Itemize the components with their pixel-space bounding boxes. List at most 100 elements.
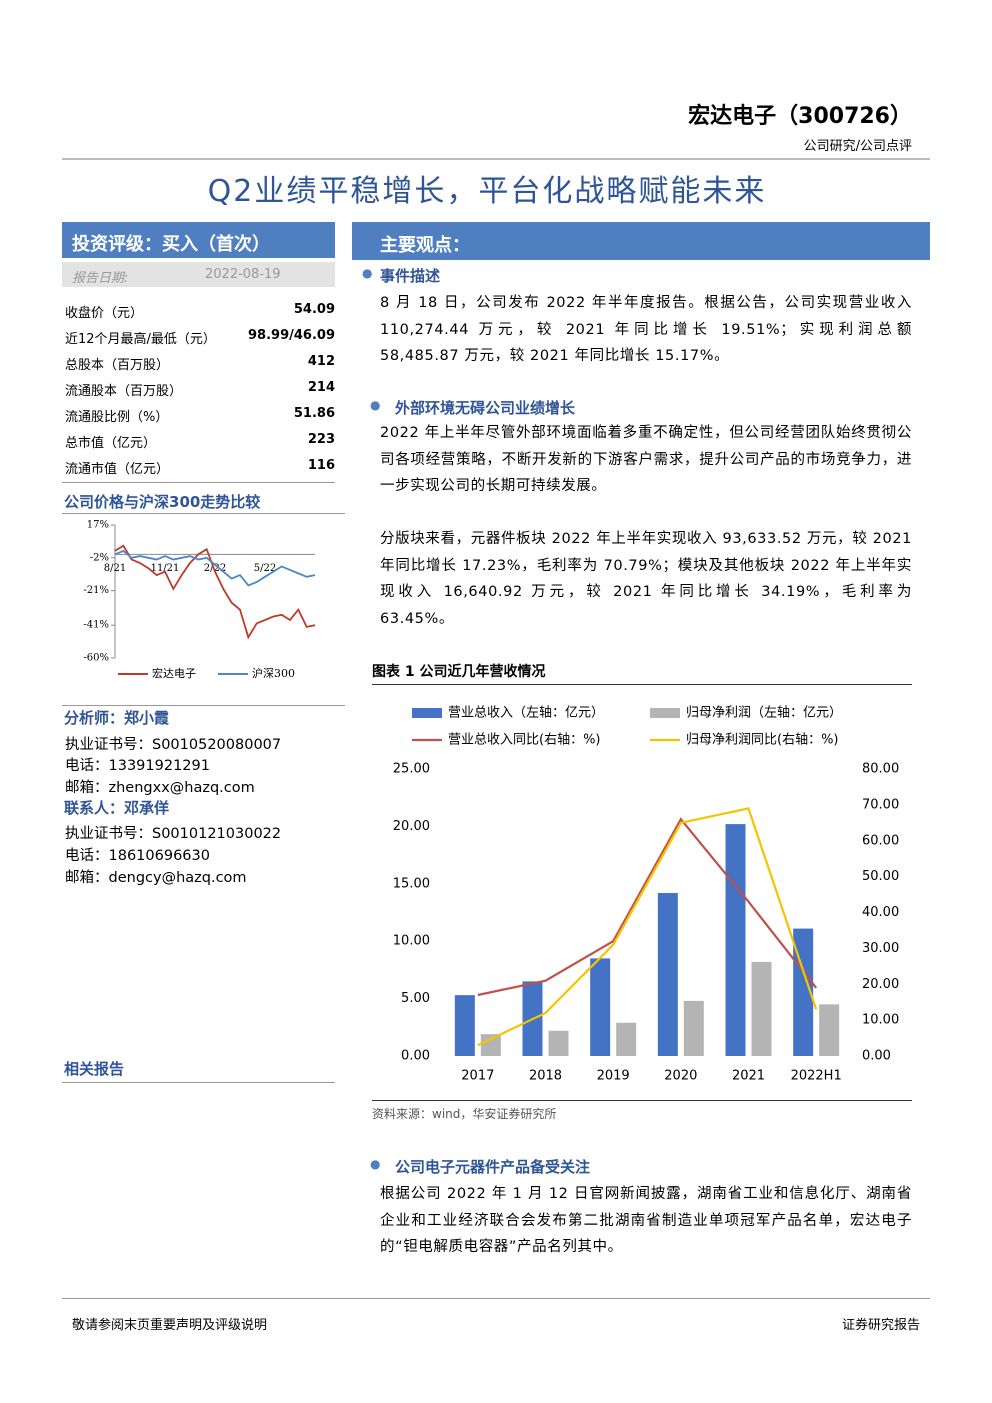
rule xyxy=(372,1100,912,1101)
contact-line: 邮箱：dengcy@hazq.com xyxy=(65,870,247,886)
y2-tick-label: 20.00 xyxy=(862,977,899,992)
legend-label: 营业总收入同比(右轴：%) xyxy=(448,733,601,748)
date-bar xyxy=(62,262,335,287)
summary-heading: 主要观点： xyxy=(380,235,470,256)
y2-tick-label: 50.00 xyxy=(862,869,899,884)
price-title: 公司价格与沪深300走势比较 xyxy=(64,493,261,511)
y-tick-label: -41% xyxy=(83,620,109,631)
y2-tick-label: 40.00 xyxy=(862,905,899,920)
rule xyxy=(62,482,335,483)
x-tick-label: 11/21 xyxy=(151,563,180,574)
bar xyxy=(590,958,611,1056)
stat-label: 近12个月最高/最低（元） xyxy=(65,332,216,347)
series-line xyxy=(114,544,316,640)
legend-swatch xyxy=(412,708,442,718)
x-tick-label: 2021 xyxy=(732,1069,765,1084)
paragraph: 根据公司 2022 年 1 月 12 日官网新闻披露，湖南省工业和信息化厅、湖南… xyxy=(380,1186,912,1255)
section-title: 事件描述 xyxy=(380,267,441,285)
footer-left: 敬请参阅末页重要声明及评级说明 xyxy=(72,1318,268,1333)
stat-value: 223 xyxy=(307,432,335,447)
summary-bar xyxy=(352,222,930,260)
stat-label: 流通股本（百万股） xyxy=(65,384,183,399)
analyst-title: 分析师：郑小霞 xyxy=(64,709,170,727)
paragraph: 分版块来看，元器件板块 2022 年上半年实现收入 93,633.52 万元，较… xyxy=(380,531,912,627)
rule xyxy=(62,513,345,514)
stat-label: 总股本（百万股） xyxy=(65,358,170,373)
related-title: 相关报告 xyxy=(64,1060,125,1078)
bullet: ● xyxy=(362,266,373,280)
date: 2022-08-19 xyxy=(205,267,281,282)
contact-line: 电话：18610696630 xyxy=(65,848,210,864)
x-tick-label: 2022H1 xyxy=(791,1069,842,1084)
y2-tick-label: 30.00 xyxy=(862,941,899,956)
bar xyxy=(793,928,814,1056)
y-tick-label: 15.00 xyxy=(393,876,430,891)
company: 宏达电子（300726） xyxy=(688,104,912,129)
stat-value: 214 xyxy=(307,380,335,395)
y2-tick-label: 0.00 xyxy=(862,1049,891,1064)
stat-value: 412 xyxy=(307,354,335,369)
section-title: 公司电子元器件产品备受关注 xyxy=(395,1158,591,1176)
stat-label: 总市值（亿元） xyxy=(65,436,157,451)
y-tick-label: 5.00 xyxy=(401,991,430,1006)
x-tick-label: 2017 xyxy=(461,1069,494,1084)
bar xyxy=(683,1000,704,1056)
bar xyxy=(454,995,475,1056)
rule xyxy=(62,1298,930,1299)
bar xyxy=(657,892,678,1056)
x-tick-label: 8/21 xyxy=(104,563,126,574)
contact-line: 执业证书号：S0010121030022 xyxy=(65,826,282,842)
legend-label: 宏达电子 xyxy=(152,666,196,680)
analyst-line: 执业证书号：S0010520080007 xyxy=(65,737,282,753)
x-tick-label: 2018 xyxy=(529,1069,562,1084)
legend-label: 营业总收入（左轴：亿元） xyxy=(448,706,604,721)
series-line xyxy=(477,807,818,1047)
y-tick-label: 0.00 xyxy=(401,1049,430,1064)
series-line xyxy=(477,817,818,997)
analyst-line: 电话：13391921291 xyxy=(65,758,210,774)
report-title: Q2业绩平稳增长，平台化战略赋能未来 xyxy=(207,174,767,209)
x-tick-label: 2020 xyxy=(664,1069,697,1084)
y-tick-label: -21% xyxy=(83,585,109,596)
date-label: 报告日期: xyxy=(72,271,129,286)
bar xyxy=(480,1034,501,1056)
bar xyxy=(548,1030,569,1056)
figure-source: 资料来源：wind，华安证券研究所 xyxy=(372,1107,557,1121)
stat-label: 收盘价（元） xyxy=(65,306,144,321)
y-tick-label: -60% xyxy=(83,653,109,664)
section-title: 外部环境无碍公司业绩增长 xyxy=(395,399,576,417)
rule xyxy=(62,158,930,160)
y-tick-label: -2% xyxy=(90,552,109,563)
legend-label: 归母净利润同比(右轴：%) xyxy=(686,733,839,748)
y2-tick-label: 10.00 xyxy=(862,1013,899,1028)
x-tick-label: 2/22 xyxy=(204,563,226,574)
figure-title: 图表 1 公司近几年营收情况 xyxy=(372,664,546,680)
stat-label: 流通市值（亿元） xyxy=(65,462,170,477)
analyst-line: 邮箱：zhengxx@hazq.com xyxy=(65,780,255,796)
bar xyxy=(819,1004,840,1056)
y2-tick-label: 80.00 xyxy=(862,762,899,777)
y-tick-label: 25.00 xyxy=(393,762,430,777)
bar xyxy=(725,824,746,1056)
paragraph: 8 月 18 日，公司发布 2022 年半年度报告。根据公告，公司实现营业收入 … xyxy=(380,295,912,364)
legend-label: 归母净利润（左轴：亿元） xyxy=(686,706,842,721)
legend-label: 沪深300 xyxy=(252,666,295,680)
footer-right: 证券研究报告 xyxy=(841,1318,920,1333)
stat-value: 51.86 xyxy=(293,406,335,421)
category: 公司研究/公司点评 xyxy=(803,139,912,154)
legend-swatch xyxy=(650,708,680,718)
rating: 投资评级：买入（首次） xyxy=(72,234,270,255)
bullet: ● xyxy=(370,398,381,412)
stat-value: 98.99/46.09 xyxy=(248,328,335,343)
rule xyxy=(62,1082,335,1083)
rule xyxy=(372,684,912,685)
y2-tick-label: 60.00 xyxy=(862,833,899,848)
rating-bar xyxy=(62,222,335,258)
rule xyxy=(62,705,345,706)
bullet: ● xyxy=(370,1157,381,1171)
y-tick-label: 17% xyxy=(87,520,109,531)
bar xyxy=(751,961,772,1056)
stat-value: 54.09 xyxy=(293,302,335,317)
series-line xyxy=(114,549,316,587)
